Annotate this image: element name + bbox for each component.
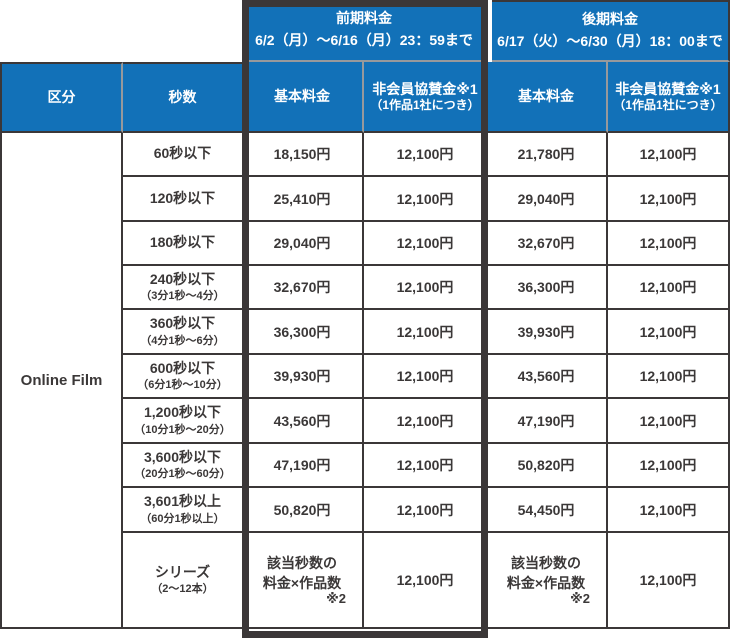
seconds-cell: 180秒以下 [123, 222, 242, 266]
early-nonmember-cell: 12,100円 [364, 133, 486, 177]
seconds-note: （60分1秒以上） [140, 512, 225, 525]
early-basic-cell: 43,560円 [242, 399, 364, 444]
top-left-spacer [0, 0, 242, 62]
nonmember-fee-label: 非会員協賛金※1 [372, 80, 478, 97]
late-nonmember-cell: 12,100円 [608, 444, 730, 488]
early-nonmember-cell: 12,100円 [364, 266, 486, 310]
nonmember-fee-note: （1作品1社につき） [370, 97, 480, 112]
early-basic-cell: 25,410円 [242, 177, 364, 222]
seconds-note: （3分1秒～4分） [140, 290, 225, 303]
early-basic-cell: 47,190円 [242, 444, 364, 488]
column-header-category: 区分 [0, 62, 123, 133]
early-nonmember-cell: 12,100円 [364, 222, 486, 266]
early-nonmember-cell: 12,100円 [364, 533, 486, 629]
late-nonmember-cell: 12,100円 [608, 399, 730, 444]
late-nonmember-cell: 12,100円 [608, 177, 730, 222]
footnote-marker: ※2 [570, 591, 590, 607]
late-basic-cell: 21,780円 [486, 133, 608, 177]
early-nonmember-cell: 12,100円 [364, 399, 486, 444]
seconds-cell: 60秒以下 [123, 133, 242, 177]
seconds-cell: 3,601秒以上 （60分1秒以上） [123, 488, 242, 533]
nonmember-fee-label: 非会員協賛金※1 [615, 80, 721, 97]
category-cell: Online Film [0, 133, 123, 629]
early-basic-cell: 18,150円 [242, 133, 364, 177]
column-header-late-basic: 基本料金 [486, 62, 608, 133]
late-basic-cell: 該当秒数の 料金×作品数 ※2 [486, 533, 608, 629]
early-nonmember-cell: 12,100円 [364, 488, 486, 533]
early-basic-cell: 29,040円 [242, 222, 364, 266]
seconds-note: （4分1秒～6分） [140, 334, 225, 347]
seconds-cell: 240秒以下 （3分1秒～4分） [123, 266, 242, 310]
late-basic-cell: 32,670円 [486, 222, 608, 266]
late-basic-cell: 29,040円 [486, 177, 608, 222]
seconds-cell: 120秒以下 [123, 177, 242, 222]
late-period-header: 後期料金 6/17（火）～6/30（月）18：00まで [492, 0, 730, 62]
early-basic-cell: 50,820円 [242, 488, 364, 533]
late-period-dates: 6/17（火）～6/30（月）18：00まで [497, 33, 723, 49]
late-nonmember-cell: 12,100円 [608, 222, 730, 266]
column-header-late-nonmember: 非会員協賛金※1 （1作品1社につき） [608, 62, 730, 133]
seconds-note: （6分1秒～10分） [137, 379, 228, 392]
footnote-marker: ※2 [326, 591, 346, 607]
late-basic-cell: 43,560円 [486, 355, 608, 399]
early-nonmember-cell: 12,100円 [364, 177, 486, 222]
early-period-dates: 6/2（月）～6/16（月）23：59まで [255, 32, 473, 48]
seconds-note: （10分1秒～20分） [134, 423, 231, 436]
late-basic-cell: 39,930円 [486, 310, 608, 355]
late-nonmember-cell: 12,100円 [608, 266, 730, 310]
late-basic-cell: 47,190円 [486, 399, 608, 444]
early-basic-cell: 該当秒数の 料金×作品数 ※2 [242, 533, 364, 629]
late-period-title: 後期料金 [582, 11, 638, 28]
column-header-early-nonmember: 非会員協賛金※1 （1作品1社につき） [364, 62, 486, 133]
late-nonmember-cell: 12,100円 [608, 488, 730, 533]
seconds-cell: 1,200秒以下 （10分1秒～20分） [123, 399, 242, 444]
seconds-note: （2～12本） [151, 583, 214, 596]
seconds-cell: 360秒以下 （4分1秒～6分） [123, 310, 242, 355]
early-nonmember-cell: 12,100円 [364, 444, 486, 488]
late-basic-cell: 50,820円 [486, 444, 608, 488]
late-nonmember-cell: 12,100円 [608, 533, 730, 629]
late-basic-cell: 36,300円 [486, 266, 608, 310]
early-basic-cell: 39,930円 [242, 355, 364, 399]
late-nonmember-cell: 12,100円 [608, 355, 730, 399]
early-period-header: 前期料金 6/2（月）～6/16（月）23：59まで [242, 0, 486, 62]
early-basic-cell: 32,670円 [242, 266, 364, 310]
seconds-note: （20分1秒～60分） [134, 468, 231, 481]
column-header-seconds: 秒数 [123, 62, 242, 133]
seconds-cell: シリーズ （2～12本） [123, 533, 242, 629]
late-nonmember-cell: 12,100円 [608, 310, 730, 355]
seconds-cell: 3,600秒以下 （20分1秒～60分） [123, 444, 242, 488]
late-basic-cell: 54,450円 [486, 488, 608, 533]
early-nonmember-cell: 12,100円 [364, 355, 486, 399]
nonmember-fee-note: （1作品1社につき） [613, 97, 723, 112]
column-header-early-basic: 基本料金 [242, 62, 364, 133]
early-nonmember-cell: 12,100円 [364, 310, 486, 355]
seconds-cell: 600秒以下 （6分1秒～10分） [123, 355, 242, 399]
late-nonmember-cell: 12,100円 [608, 133, 730, 177]
early-basic-cell: 36,300円 [242, 310, 364, 355]
early-period-title: 前期料金 [336, 10, 392, 27]
